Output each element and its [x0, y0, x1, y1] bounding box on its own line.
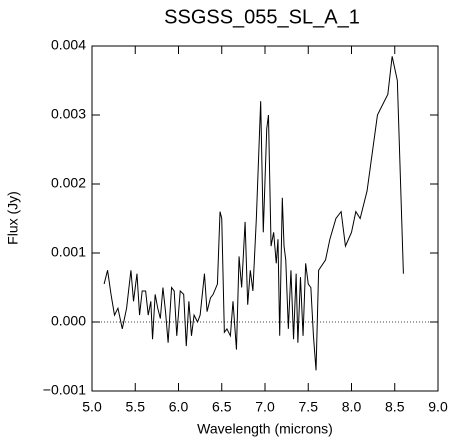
y-tick-label: 0.004 [51, 37, 86, 53]
spectrum-line [103, 56, 404, 371]
y-tick-label: 0.002 [51, 175, 86, 191]
y-axis-label: Flux (Jy) [5, 191, 21, 245]
x-tick-label: 7.5 [299, 399, 319, 415]
x-tick-label: 8.5 [385, 399, 405, 415]
x-tick-label: 6.5 [212, 399, 232, 415]
x-tick-label: 9.0 [428, 399, 448, 415]
y-tick-label: 0.003 [51, 106, 86, 122]
x-axis-label: Wavelength (microns) [197, 421, 333, 437]
chart-title: SSGSS_055_SL_A_1 [164, 6, 360, 28]
y-tick-label: 0.000 [51, 313, 86, 329]
x-tick-label: 6.0 [169, 399, 189, 415]
x-tick-label: 5.5 [126, 399, 146, 415]
y-tick-label: −0.001 [43, 382, 86, 398]
x-tick-label: 7.0 [255, 399, 275, 415]
x-tick-label: 8.0 [342, 399, 362, 415]
y-tick-label: 0.001 [51, 244, 86, 260]
x-tick-label: 5.0 [82, 399, 102, 415]
